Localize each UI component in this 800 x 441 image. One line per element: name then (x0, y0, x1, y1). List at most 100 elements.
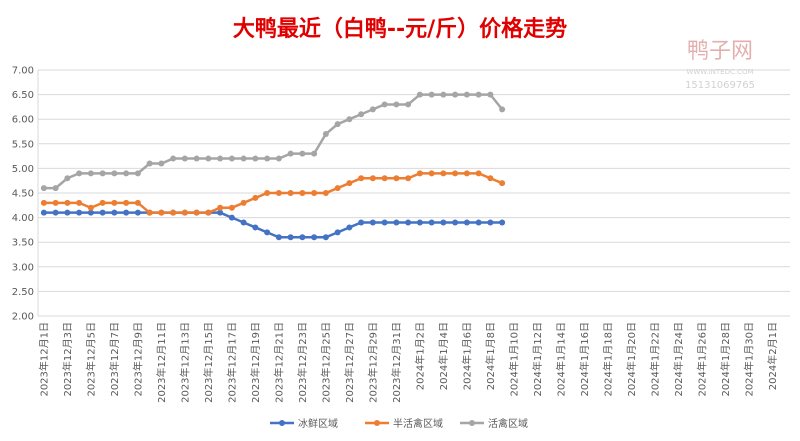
point (123, 209, 130, 216)
point (181, 155, 188, 162)
watermark-phone: 15131069765 (685, 80, 755, 91)
point (311, 190, 318, 196)
point (111, 170, 118, 177)
point (299, 150, 306, 157)
y-tick-label: 4.00 (12, 213, 34, 224)
point (440, 170, 447, 177)
x-tick-label: 2024年1月24日 (672, 322, 685, 397)
point (499, 106, 506, 113)
x-tick-label: 2023年12月7日 (108, 322, 121, 397)
x-tick-label: 2024年1月2日 (413, 322, 426, 390)
point (76, 209, 83, 216)
point (499, 219, 506, 226)
y-tick-label: 6.00 (12, 115, 34, 126)
watermark-name: 鸭子网 (687, 39, 753, 64)
point (170, 155, 177, 162)
point (240, 199, 247, 206)
point (170, 209, 177, 216)
legend-marker (469, 420, 475, 426)
point (358, 219, 365, 226)
legend-marker (279, 420, 285, 426)
point (217, 155, 224, 162)
x-tick-label: 2024年1月30日 (742, 322, 755, 397)
y-tick-label: 2.00 (12, 312, 34, 323)
x-tick-label: 2024年1月4日 (437, 322, 450, 390)
point (322, 190, 329, 196)
point (287, 150, 294, 157)
point (475, 219, 482, 226)
point (52, 185, 59, 192)
point (205, 155, 212, 162)
point (475, 91, 482, 98)
x-tick-label: 2024年1月16日 (578, 322, 591, 397)
point (299, 234, 306, 241)
point (123, 199, 130, 206)
watermark: 鸭子网 WWW.INTEDC.COM 15131069765 (685, 39, 755, 91)
x-tick-label: 2023年12月17日 (225, 322, 238, 403)
point (181, 209, 188, 216)
point (264, 190, 271, 196)
x-tick-label: 2023年12月5日 (84, 322, 97, 397)
point (428, 219, 435, 226)
point (64, 209, 71, 216)
point (393, 175, 400, 182)
point (334, 185, 341, 192)
point (322, 234, 329, 241)
point (146, 160, 153, 167)
point (405, 175, 412, 182)
point (87, 209, 94, 216)
point (381, 175, 388, 182)
point (158, 160, 165, 167)
x-tick-label: 2024年1月28日 (719, 322, 732, 397)
y-tick-label: 3.50 (12, 238, 34, 249)
point (134, 209, 141, 216)
point (346, 116, 353, 123)
point (193, 155, 200, 162)
point (487, 219, 494, 226)
point (40, 185, 47, 192)
point (275, 234, 282, 241)
point (52, 209, 59, 216)
point (405, 219, 412, 226)
x-tick-label: 2023年12月23日 (296, 322, 309, 403)
chart-title: 大鸭最近（白鸭--元/斤）价格走势 (233, 16, 567, 42)
y-tick-label: 2.50 (12, 287, 34, 298)
point (334, 121, 341, 128)
y-tick-label: 3.00 (12, 262, 34, 273)
point (76, 199, 83, 206)
point (275, 155, 282, 162)
point (463, 219, 470, 226)
y-tick-label: 4.50 (12, 189, 34, 200)
x-tick-label: 2024年1月20日 (625, 322, 638, 397)
point (205, 209, 212, 216)
point (99, 209, 106, 216)
point (52, 199, 59, 206)
point (240, 219, 247, 226)
x-tick-label: 2023年12月11日 (155, 322, 168, 403)
point (228, 204, 235, 211)
x-tick-label: 2023年12月21日 (272, 322, 285, 403)
point (287, 234, 294, 241)
point (452, 219, 459, 226)
point (428, 91, 435, 98)
legend-label: 活禽区域 (488, 417, 528, 430)
point (146, 209, 153, 216)
point (393, 101, 400, 108)
point (499, 180, 506, 187)
point (275, 190, 282, 196)
point (158, 209, 165, 216)
point (428, 170, 435, 177)
x-tick-label: 2023年12月31日 (390, 322, 403, 403)
point (369, 175, 376, 182)
point (452, 91, 459, 98)
y-tick-label: 6.50 (12, 90, 34, 101)
point (393, 219, 400, 226)
point (252, 224, 259, 231)
point (381, 219, 388, 226)
x-tick-label: 2024年1月22日 (648, 322, 661, 397)
x-tick-label: 2024年1月14日 (554, 322, 567, 397)
point (134, 170, 141, 177)
point (416, 91, 423, 98)
series-line (43, 211, 503, 239)
